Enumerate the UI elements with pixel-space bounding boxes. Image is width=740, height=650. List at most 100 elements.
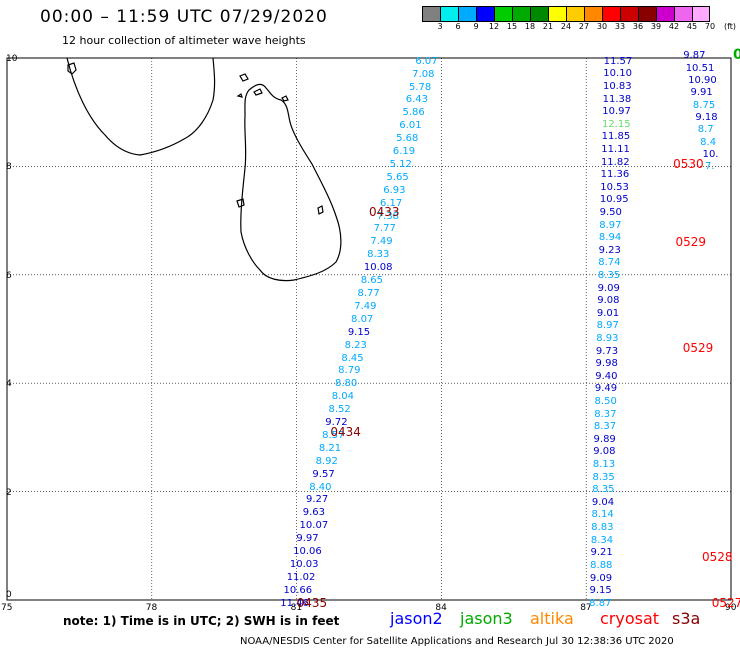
pass-time-label: 0530 (673, 156, 704, 171)
wave-height-value: 6.17 (380, 197, 403, 209)
longitude-tick-label: 81 (290, 603, 303, 613)
longitude-tick-label: 78 (145, 603, 158, 613)
wave-height-value: 10.95 (599, 194, 629, 206)
map-subtitle: 12 hour collection of altimeter wave hei… (62, 34, 306, 47)
credits-footer: NOAA/NESDIS Center for Satellite Applica… (240, 636, 674, 647)
wave-height-value: 5.65 (386, 171, 409, 183)
scale-label: (ft) (723, 22, 737, 31)
wave-height-value: 6.93 (383, 184, 406, 196)
wave-height-value: 9.23 (598, 244, 621, 256)
scale-swatch (584, 7, 602, 21)
wave-height-value: 8.75 (692, 99, 716, 111)
wave-height-value: 8.83 (591, 522, 614, 534)
wave-height-value: 7.38 (376, 210, 400, 222)
wave-height-value: 8.13 (592, 459, 616, 471)
wave-height-value: 9.98 (595, 358, 618, 370)
wave-height-value: 9.57 (312, 468, 335, 480)
wave-height-value: 10.06 (293, 546, 322, 558)
wave-height-value: 8.40 (309, 481, 332, 493)
scale-label: 33 (614, 22, 626, 31)
scale-label: 24 (560, 22, 572, 31)
wave-height-value: 11.46 (280, 597, 309, 609)
wave-height-value: 8.97 (596, 320, 619, 332)
wave-height-value: 8.4 (700, 136, 717, 148)
scale-label: 6 (455, 22, 461, 31)
wave-height-value: 8.35 (592, 471, 615, 483)
map-title: 00:00 – 11:59 UTC 07/29/2020 (40, 7, 328, 27)
wave-height-value: 9.08 (593, 446, 616, 458)
wave-height-value: 9.89 (593, 433, 616, 445)
wave-height-value: 9.01 (596, 307, 620, 319)
longitude-tick-label: 84 (435, 603, 447, 613)
wave-height-value: 9.08 (597, 295, 620, 307)
wave-height-value: 8.7 (697, 124, 714, 136)
wave-height-value: 8.57 (322, 429, 345, 441)
pass-time-label: 0435 (296, 595, 328, 610)
wave-height-value: 10. (702, 149, 719, 161)
mannar-speck (236, 198, 324, 215)
pass-time-label: 0434 (330, 424, 361, 439)
scale-swatch (476, 7, 494, 21)
wave-height-value: 8.77 (357, 287, 380, 299)
maldives-speck (67, 62, 77, 75)
sri-lanka-coastline (240, 83, 342, 282)
wave-height-value: 6.07 (415, 55, 438, 67)
wave-height-value: 10.66 (283, 584, 313, 596)
wave-height-value: 9.27 (305, 494, 329, 506)
wave-height-value: 8.74 (598, 257, 621, 269)
wave-height-value: 5.86 (402, 107, 425, 119)
latitude-tick-label: 10 (6, 54, 18, 64)
wave-height-value: 8.14 (591, 509, 614, 521)
wave-height-value: 11.36 (600, 169, 630, 181)
scale-swatch (692, 7, 710, 21)
scale-swatch (458, 7, 476, 21)
wave-height-value: 5.68 (396, 133, 419, 145)
pass-time-label: 0527 (711, 595, 740, 610)
scale-swatch (548, 7, 566, 21)
wave-height-value: 9.91 (690, 87, 713, 99)
wave-height-value: 8.80 (334, 378, 358, 390)
scale-swatch (674, 7, 692, 21)
wave-height-value: 8.88 (590, 559, 613, 571)
legend-cryosat: cryosat (600, 609, 660, 628)
scale-label: 36 (632, 22, 644, 31)
longitude-tick-label: 90 (725, 603, 737, 613)
scale-label: 15 (506, 22, 518, 31)
wave-height-value: 9.73 (595, 345, 619, 357)
scale-label: 9 (473, 22, 479, 31)
coast-fragment-label: 0 (733, 47, 740, 63)
jaffna-islets (236, 73, 289, 102)
scale-swatch (440, 7, 458, 21)
scale-swatch (656, 7, 674, 21)
pass-time-label: 0529 (682, 340, 714, 355)
wave-height-value: 9.97 (296, 533, 319, 545)
latitude-tick-label: 0 (6, 590, 12, 600)
pass-time-label: 0528 (702, 549, 733, 564)
wave-height-value: 11.11 (601, 143, 630, 155)
scale-label: 27 (578, 22, 590, 31)
wave-height-value: 9.87 (683, 50, 706, 62)
wave-height-value: 10.08 (363, 262, 393, 274)
wave-height-value: 8.04 (331, 391, 354, 403)
pass-time-label: 0529 (675, 235, 707, 250)
wave-height-value: 9.49 (594, 383, 618, 395)
scale-label: 30 (596, 22, 608, 31)
wave-height-value: 8.45 (341, 352, 364, 364)
wave-height-value: 8.21 (318, 442, 342, 454)
wave-height-value: 5.78 (408, 81, 432, 93)
wave-height-value: 6.19 (392, 146, 416, 158)
legend-jason2: jason2 (390, 609, 443, 628)
longitude-tick-label: 75 (1, 603, 13, 613)
scale-swatch (422, 7, 440, 21)
wave-height-value: 10.53 (600, 181, 629, 193)
scale-swatch (566, 7, 584, 21)
wave-height-value: 10.97 (602, 106, 631, 118)
wave-height-value: 8.37 (594, 408, 617, 420)
wave-height-value: 9.15 (347, 326, 371, 338)
wave-height-value: 8.97 (599, 219, 622, 231)
color-scale-bar (422, 6, 710, 22)
wave-height-value: 6.43 (405, 94, 428, 106)
wave-height-value: 8.33 (367, 249, 390, 261)
coastline (66, 57, 342, 282)
